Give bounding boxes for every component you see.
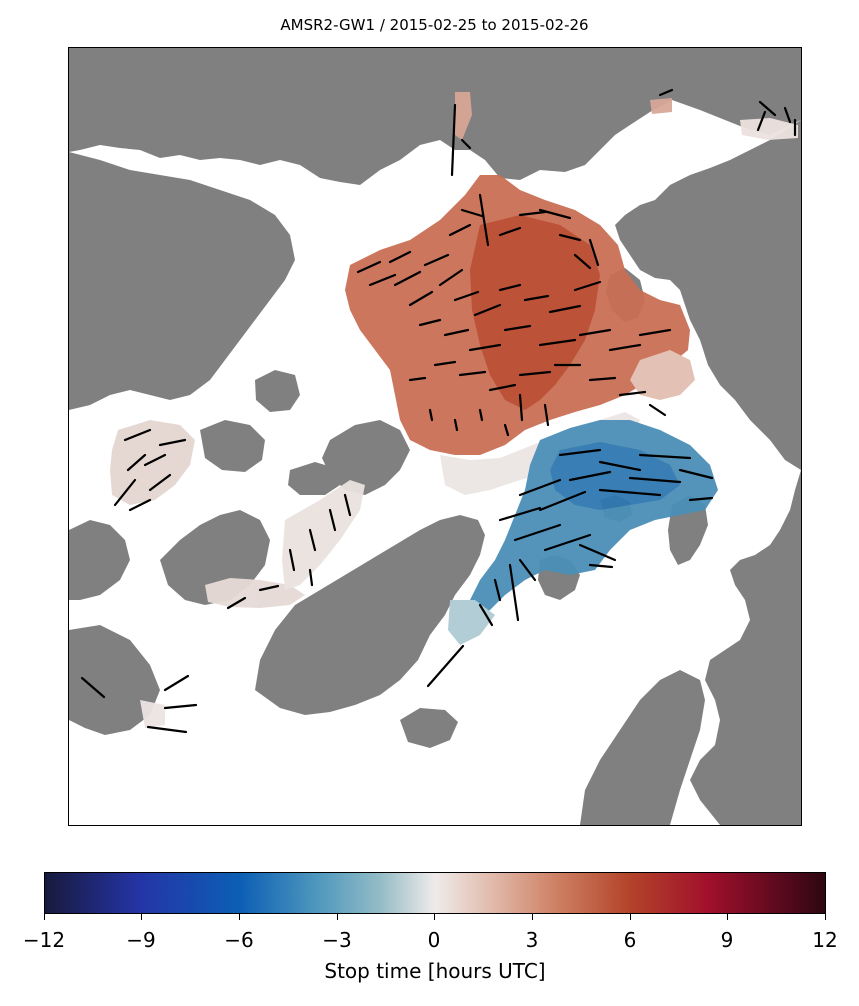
- positive-fringe: [630, 350, 695, 400]
- colorbar-tick-label: −3: [322, 928, 352, 952]
- stop-time-field: [110, 92, 798, 728]
- ellesmere: [322, 420, 410, 495]
- colorbar-tick-label: 12: [812, 928, 838, 952]
- beaufort-patch: [110, 420, 195, 505]
- colorbar-tick: [337, 914, 338, 920]
- colorbar-tick-label: −6: [224, 928, 254, 952]
- colorbar-label: Stop time [hours UTC]: [324, 959, 546, 983]
- colorbar-tick: [239, 914, 240, 920]
- iceland: [400, 708, 458, 748]
- map-panel: [69, 48, 801, 825]
- chukotka-peninsula: [335, 52, 395, 120]
- baffin-patch: [205, 578, 305, 608]
- drift-vectors: [80, 88, 797, 734]
- victoria-island: [200, 420, 265, 472]
- greenland: [255, 515, 485, 715]
- colorbar-tick: [44, 914, 45, 920]
- colorbar-tick: [727, 914, 728, 920]
- kara-coast-land: [690, 470, 801, 825]
- colorbar-tick: [434, 914, 435, 920]
- colorbar-tick-label: 3: [525, 928, 539, 952]
- colorbar-tick: [630, 914, 631, 920]
- bering-patch: [455, 92, 472, 140]
- taymyr-land: [615, 120, 801, 470]
- banks-island: [255, 370, 300, 412]
- east-siberia-patch: [650, 98, 672, 114]
- labrador-patch: [140, 700, 165, 728]
- north-america: [69, 152, 295, 410]
- colorbar-tick-label: 0: [427, 928, 441, 952]
- colorbar-tick-label: −9: [126, 928, 156, 952]
- colorbar-tick-label: 9: [720, 928, 734, 952]
- scandinavia: [580, 670, 705, 825]
- siberia-land: [69, 48, 801, 185]
- arctic-map: [69, 48, 801, 825]
- hudson-region: [69, 520, 130, 600]
- colorbar-tick-label: 6: [623, 928, 637, 952]
- figure-title: AMSR2-GW1 / 2015-02-25 to 2015-02-26: [280, 16, 589, 34]
- nares-patch: [282, 480, 365, 590]
- colorbar-tick: [825, 914, 826, 920]
- colorbar-tick: [532, 914, 533, 920]
- colorbar-tick-label: −12: [22, 928, 66, 952]
- colorbar: [44, 872, 826, 914]
- kara-patch: [740, 118, 798, 140]
- positive-core: [470, 215, 600, 410]
- devon-island: [288, 462, 340, 495]
- labrador: [69, 625, 160, 735]
- colorbar-tick: [141, 914, 142, 920]
